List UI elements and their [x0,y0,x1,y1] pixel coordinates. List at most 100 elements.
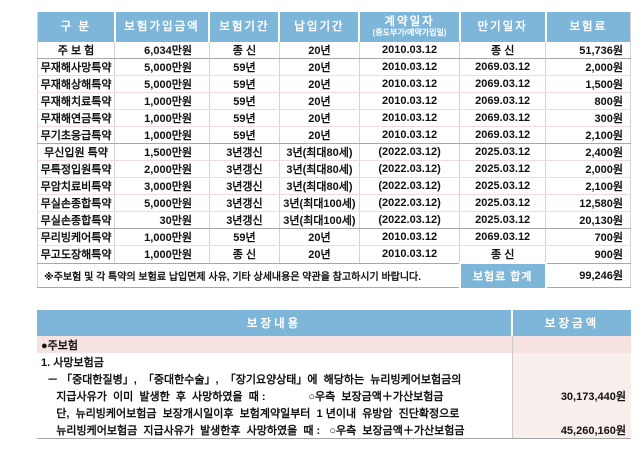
maturity-date: 2025.03.12 [459,211,546,229]
contract-date: 2010.03.12 [358,58,460,76]
maturity-date: 2069.03.12 [459,58,546,76]
premium-row: 무실손종합특약 5,000만원 3년갱신 3년(최대100세) (2022.03.12)… [37,194,631,212]
policy-period: 3년갱신 [208,211,280,229]
premium-amount: 20,130원 [545,211,631,229]
rider-name: 무특정입원특약 [37,160,115,178]
maturity-date: 2025.03.12 [459,177,546,195]
maturity-date: 2069.03.12 [459,126,546,144]
coverage-amount: 30,173,440원 [511,387,631,404]
policy-period: 종 신 [208,42,280,59]
premium-amount: 12,580원 [545,194,631,212]
coverage-row: － 「중대한질병」, 「중대한수술」, 「장기요양상태」에 해당하는 뉴리빙케어… [37,370,631,387]
payment-period: 20년 [278,228,360,246]
maturity-date: 2069.03.12 [459,92,546,110]
rider-name: 무고도장해특약 [37,245,115,264]
premium-amount: 2,000원 [545,58,631,76]
insured-amount: 5,000만원 [114,58,210,76]
coverage-row: ●주보험 [37,336,631,353]
insured-amount: 2,000만원 [114,160,210,178]
policy-period: 종 신 [208,245,280,264]
contract-date: (2022.03.12) [358,194,460,212]
premium-footer-row: ※주보험 및 각 특약의 보험료 납입면제 사유, 기타 상세내용은 약관을 참… [37,262,631,288]
premium-amount: 51,736원 [545,42,631,59]
col-header-coverage-amount: 보장금액 [511,310,631,336]
contract-date: 2010.03.12 [358,228,460,246]
contract-date: (2022.03.12) [358,177,460,195]
premium-row: 무실손종합특약 30만원 3년갱신 3년(최대100세) (2022.03.12) 202… [37,211,631,229]
maturity-date: 2069.03.12 [459,228,546,246]
coverage-text: － 「중대한질병」, 「중대한수술」, 「장기요양상태」에 해당하는 뉴리빙케어… [41,373,462,386]
insured-amount: 6,034만원 [114,42,210,59]
premium-amount: 900원 [545,245,631,264]
premium-amount: 800원 [545,92,631,110]
coverage-row: 1. 사망보험금 [37,353,631,370]
premium-amount: 2,100원 [545,177,631,195]
payment-period: 3년(최대100세) [278,211,360,229]
rider-name: 무신입원 특약 [37,143,115,161]
insured-amount: 30만원 [114,211,210,229]
payment-period: 20년 [278,58,360,76]
coverage-amount [511,336,631,353]
premium-row: 무특정입원특약 2,000만원 3년갱신 3년(최대80세) (2022.03.12) 2… [37,160,631,178]
policy-period: 3년갱신 [208,177,280,195]
payment-period: 20년 [278,109,360,127]
coverage-header-row: 보장내용 보장금액 [37,310,631,336]
policy-period: 59년 [208,228,280,246]
premium-amount: 2,400원 [545,143,631,161]
premium-total-value: 99,246원 [545,263,631,288]
insurance-policy-summary-page: 구 분 보험가입금액 보험기간 납입기간 계약일자 (중도부가/예약가입일) 만… [37,12,631,439]
contract-date-sublabel: (중도부가/예약가입일) [372,27,447,37]
col-header-contract-date: 계약일자 (중도부가/예약가입일) [358,12,460,42]
coverage-text: ●주보험 [37,336,513,353]
contract-date: (2022.03.12) [358,143,460,161]
policy-period: 59년 [208,58,280,76]
maturity-date: 종 신 [459,245,546,264]
rider-name: 무재해사망특약 [37,58,115,76]
insured-amount: 1,000만원 [114,245,210,264]
maturity-date: 2069.03.12 [459,109,546,127]
insured-amount: 1,500만원 [114,143,210,161]
premium-amount: 2,000원 [545,160,631,178]
premium-footnote: ※주보험 및 각 특약의 보험료 납입면제 사유, 기타 상세내용은 약관을 참… [37,263,460,288]
rider-name: 무실손종합특약 [37,194,115,212]
coverage-text: 1. 사망보험금 [41,356,104,369]
premium-row: 무리빙케어특약 1,000만원 59년 20년 2010.03.12 2069.03.12… [37,228,631,246]
insured-amount: 1,000만원 [114,228,210,246]
maturity-date: 2025.03.12 [459,143,546,161]
col-header-category: 구 분 [37,12,115,42]
premium-row: 무신입원 특약 1,500만원 3년갱신 3년(최대80세) (2022.03.12) 2… [37,143,631,161]
maturity-date: 종 신 [459,42,546,59]
payment-period: 3년(최대100세) [278,194,360,212]
contract-date: (2022.03.12) [358,211,460,229]
contract-date: 2010.03.12 [358,92,460,110]
premium-row: 무고도장해특약 1,000만원 종 신 20년 2010.03.12 종 신 900원 [37,245,631,264]
premium-header-row: 구 분 보험가입금액 보험기간 납입기간 계약일자 (중도부가/예약가입일) 만… [37,12,631,42]
coverage-table-body: ●주보험 1. 사망보험금 － 「중대한질병」, 「중대한수술」, 「장기요양상태… [37,336,631,439]
payment-period: 20년 [278,75,360,93]
rider-name: 무재해치료특약 [37,92,115,110]
payment-period: 20년 [278,42,360,59]
coverage-row: 지급사유가 이미 발생한 후 사망하였을 때 : ○우측 보장금액＋가산보험금 3… [37,387,631,404]
policy-period: 3년갱신 [208,160,280,178]
coverage-amount [511,404,631,421]
col-header-premium: 보험료 [544,12,631,42]
payment-period: 20년 [278,245,360,264]
premium-amount: 300원 [545,109,631,127]
premium-row: 무암치료비특약 3,000만원 3년갱신 3년(최대80세) (2022.03.12) 2… [37,177,631,195]
premium-amount: 1,500원 [545,75,631,93]
col-header-coverage-content: 보장내용 [37,310,513,336]
col-header-policy-period: 보험기간 [208,12,280,42]
policy-period: 59년 [208,126,280,144]
coverage-text: 단, 뉴리빙케어보험금 보장개시일이후 보험계약일부터 1 년이내 유방암 진단… [41,407,460,420]
insured-amount: 1,000만원 [114,92,210,110]
insured-amount: 5,000만원 [114,75,210,93]
maturity-date: 2025.03.12 [459,194,546,212]
insured-amount: 1,000만원 [114,126,210,144]
policy-period: 59년 [208,109,280,127]
premium-row: 무재해치료특약 1,000만원 59년 20년 2010.03.12 2069.03.12… [37,92,631,110]
premium-row: 무재해연금특약 1,000만원 59년 20년 2010.03.12 2069.03.12… [37,109,631,127]
policy-period: 59년 [208,92,280,110]
maturity-date: 2069.03.12 [459,75,546,93]
col-header-payment-period: 납입기간 [278,12,360,42]
coverage-table: 보장내용 보장금액 ●주보험 1. 사망보험금 － 「중대한질병」, 「중대한수술… [37,310,631,439]
